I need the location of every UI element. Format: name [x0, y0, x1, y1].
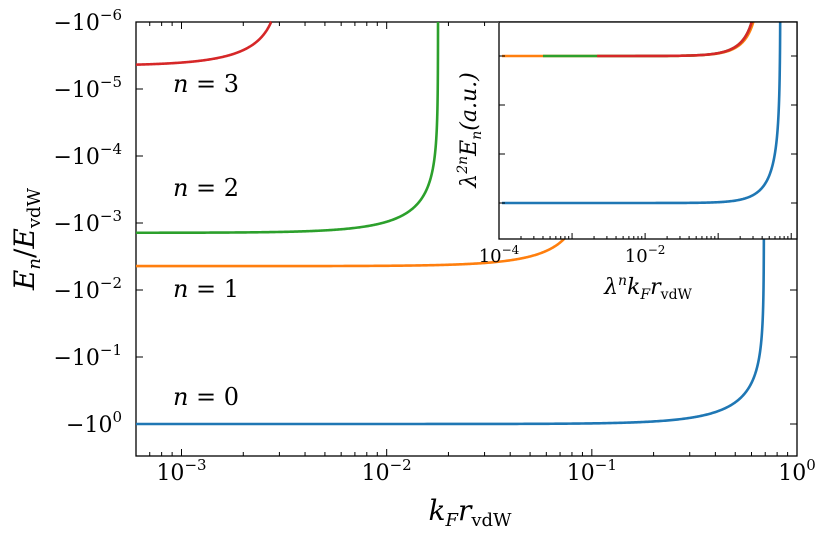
series-label-n3: n = 3 — [173, 70, 239, 98]
inset-series-line-n3 — [597, 21, 753, 58]
inset-x-axis-label: λnkFrvdW — [603, 273, 692, 303]
y-tick-label: −10−3 — [53, 207, 122, 237]
main-x-ticks: 10−3 10−2 10−1 100 — [135, 22, 816, 486]
series-label-n1: n = 1 — [173, 275, 239, 303]
x-tick-label: 10−1 — [567, 456, 617, 486]
y-tick-label: −10−4 — [53, 140, 122, 170]
inset-series-line-n0 — [502, 21, 782, 205]
inset-plot: 10−4 10−2 λnkFrvdW λ2nEn(a.u.) — [455, 21, 798, 303]
x-tick-label: 10−3 — [156, 456, 206, 486]
series-label-n2: n = 2 — [173, 174, 239, 202]
series-line-n0 — [136, 108, 766, 426]
x-axis-label: kFrvdW — [428, 494, 512, 531]
inset-x-tick-label: 10−2 — [625, 243, 666, 267]
inset-x-tick-label: 10−4 — [479, 243, 520, 267]
series-label-n0: n = 0 — [173, 383, 239, 411]
series-line-n3 — [135, 20, 273, 66]
inset-background — [498, 22, 797, 239]
main-axes: 10−3 10−2 10−1 100 −10−6 −10−5 −10−4 −10−3 −10−2… — [8, 6, 816, 531]
y-tick-label: −10−2 — [53, 274, 122, 304]
x-tick-label: 100 — [778, 456, 816, 486]
y-tick-label: −100 — [66, 408, 122, 438]
inset-y-axis-label: λ2nEn(a.u.) — [455, 72, 485, 188]
inset-frame — [498, 21, 798, 240]
y-axis-label: En/EvdW — [8, 187, 45, 291]
x-tick-label: 10−2 — [362, 456, 412, 486]
main-y-ticks: −10−6 −10−5 −10−4 −10−3 −10−2 −10−1 −100 — [53, 6, 797, 438]
main-series-labels: n = 0 n = 1 n = 2 n = 3 — [173, 70, 239, 411]
y-tick-label: −10−6 — [53, 6, 122, 36]
y-tick-label: −10−1 — [53, 341, 122, 371]
y-tick-label: −10−5 — [53, 73, 122, 103]
series-line-n2 — [136, 21, 440, 235]
